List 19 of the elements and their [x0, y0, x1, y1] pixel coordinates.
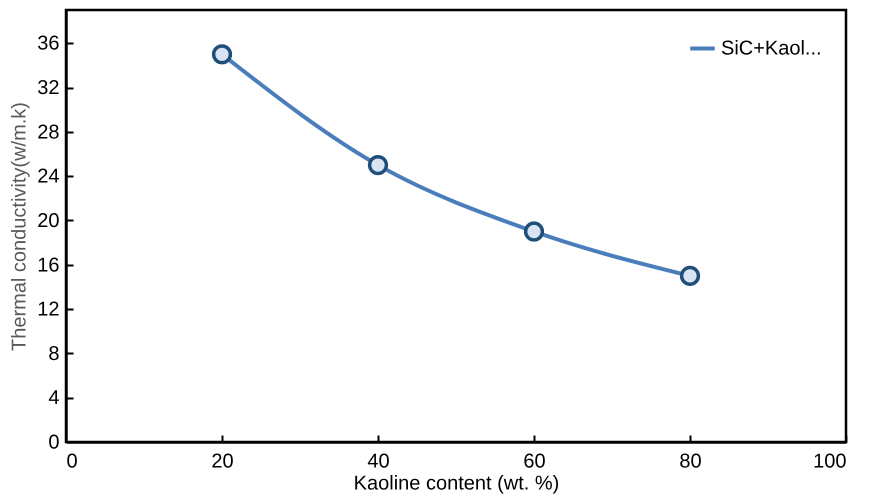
- legend-label: SiC+Kaol...: [721, 38, 822, 60]
- x-tick-label: 40: [367, 450, 390, 472]
- x-tick-label: 0: [66, 450, 78, 472]
- x-tick-label: 20: [211, 450, 234, 472]
- y-tick-label: 16: [37, 254, 60, 276]
- y-axis-title: Thermal conductivity(w/m.k): [8, 102, 30, 351]
- y-tick-label: 24: [37, 166, 60, 188]
- x-tick-label: 60: [523, 450, 546, 472]
- y-tick-label: 32: [37, 77, 60, 100]
- y-tick-label: 36: [37, 32, 60, 55]
- x-tick-label: 100: [813, 450, 846, 472]
- y-tick-label: 8: [48, 342, 60, 365]
- y-tick-label: 0: [48, 432, 60, 454]
- x-axis-title: Kaoline content (wt. %): [354, 472, 560, 494]
- y-tick-label: 12: [37, 298, 60, 321]
- y-tick-label: 28: [37, 121, 60, 144]
- y-tick-label: 20: [37, 210, 60, 232]
- y-tick-label: 4: [48, 387, 60, 410]
- x-tick-label: 80: [679, 450, 702, 472]
